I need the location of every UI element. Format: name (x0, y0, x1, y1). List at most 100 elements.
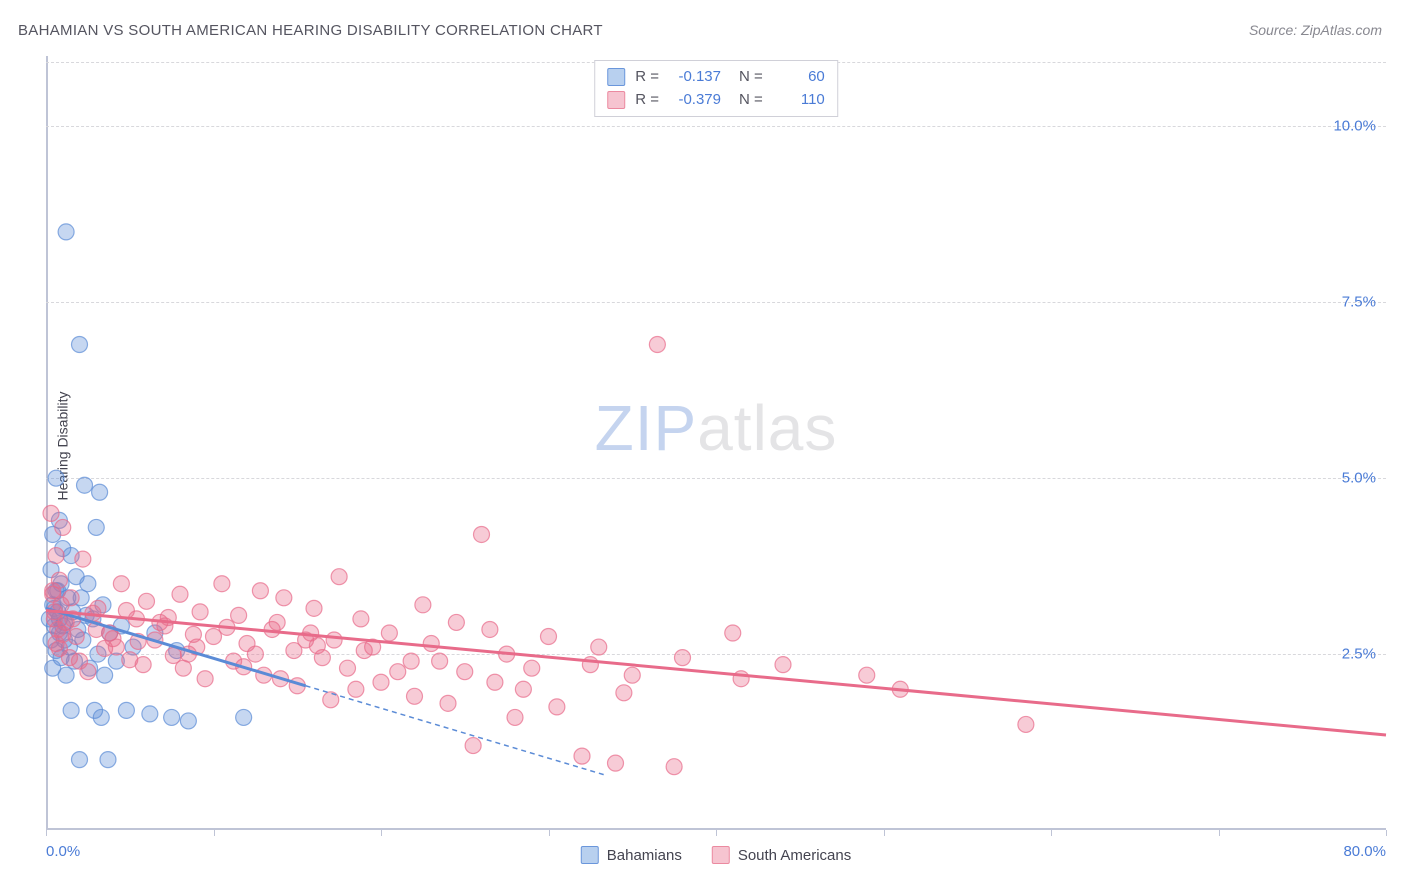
legend-r-label: R = (635, 66, 659, 89)
scatter-point (58, 667, 74, 683)
scatter-point (616, 685, 632, 701)
x-tick (214, 830, 215, 836)
legend-label-1: South Americans (738, 847, 851, 864)
legend-swatch-0 (607, 68, 625, 86)
scatter-point (624, 667, 640, 683)
scatter-point (457, 664, 473, 680)
scatter-point (72, 336, 88, 352)
scatter-point (524, 660, 540, 676)
scatter-point (591, 639, 607, 655)
scatter-point (97, 667, 113, 683)
legend-series: Bahamians South Americans (581, 846, 851, 864)
legend-n-label: N = (739, 66, 763, 89)
scatter-point (507, 709, 523, 725)
scatter-point (63, 702, 79, 718)
scatter-point (197, 671, 213, 687)
scatter-point (180, 713, 196, 729)
x-tick (1386, 830, 1387, 836)
scatter-point (340, 660, 356, 676)
scatter-point (51, 640, 67, 656)
scatter-point (440, 695, 456, 711)
legend-r-label: R = (635, 89, 659, 112)
scatter-point (482, 621, 498, 637)
scatter-point (231, 607, 247, 623)
scatter-point (55, 519, 71, 535)
chart-title: BAHAMIAN VS SOUTH AMERICAN HEARING DISAB… (18, 22, 603, 39)
x-tick (46, 830, 47, 836)
scatter-point (192, 604, 208, 620)
legend-swatch-b1 (712, 846, 730, 864)
scatter-point (75, 551, 91, 567)
legend-r-value-0: -0.137 (667, 66, 721, 89)
legend-item-1: South Americans (712, 846, 851, 864)
scatter-point (373, 674, 389, 690)
scatter-point (97, 640, 113, 656)
scatter-point (122, 652, 138, 668)
scatter-point (1018, 716, 1034, 732)
x-tick-label: 0.0% (46, 843, 80, 860)
scatter-point (515, 681, 531, 697)
x-tick (884, 830, 885, 836)
x-tick (716, 830, 717, 836)
source-label: Source: ZipAtlas.com (1249, 22, 1382, 38)
scatter-point (118, 702, 134, 718)
scatter-point (390, 664, 406, 680)
legend-stats-row-0: R = -0.137 N = 60 (607, 66, 825, 89)
scatter-point (666, 759, 682, 775)
scatter-point (92, 484, 108, 500)
scatter-point (48, 470, 64, 486)
scatter-point (381, 625, 397, 641)
scatter-point (139, 593, 155, 609)
scatter-point (164, 709, 180, 725)
x-tick (1219, 830, 1220, 836)
scatter-svg (46, 56, 1386, 830)
scatter-point (487, 674, 503, 690)
scatter-point (72, 752, 88, 768)
scatter-point (415, 597, 431, 613)
scatter-point (214, 576, 230, 592)
legend-swatch-1 (607, 91, 625, 109)
scatter-point (348, 681, 364, 697)
legend-label-0: Bahamians (607, 847, 682, 864)
scatter-point (331, 569, 347, 585)
scatter-point (403, 653, 419, 669)
x-tick (549, 830, 550, 836)
scatter-point (142, 706, 158, 722)
scatter-point (725, 625, 741, 641)
scatter-point (113, 576, 129, 592)
legend-n-value-1: 110 (771, 89, 825, 112)
scatter-point (465, 738, 481, 754)
scatter-point (88, 519, 104, 535)
plot-area: 2.5%5.0%7.5%10.0% 0.0%80.0% ZIPatlas R =… (46, 56, 1386, 830)
scatter-point (247, 646, 263, 662)
scatter-point (269, 614, 285, 630)
scatter-point (100, 752, 116, 768)
scatter-point (356, 643, 372, 659)
scatter-point (306, 600, 322, 616)
scatter-point (72, 653, 88, 669)
scatter-point (77, 477, 93, 493)
scatter-point (675, 650, 691, 666)
scatter-point (252, 583, 268, 599)
scatter-point (574, 748, 590, 764)
scatter-point (185, 626, 201, 642)
scatter-point (55, 626, 71, 642)
scatter-point (775, 657, 791, 673)
scatter-point (859, 667, 875, 683)
chart-container: BAHAMIAN VS SOUTH AMERICAN HEARING DISAB… (0, 0, 1406, 892)
x-tick (381, 830, 382, 836)
legend-n-label: N = (739, 89, 763, 112)
scatter-point (93, 709, 109, 725)
scatter-point (649, 336, 665, 352)
legend-swatch-b0 (581, 846, 599, 864)
scatter-point (353, 611, 369, 627)
scatter-point (172, 586, 188, 602)
legend-stats-row-1: R = -0.379 N = 110 (607, 89, 825, 112)
scatter-point (326, 632, 342, 648)
scatter-point (432, 653, 448, 669)
scatter-point (448, 614, 464, 630)
scatter-point (236, 709, 252, 725)
scatter-point (45, 586, 61, 602)
legend-n-value-0: 60 (771, 66, 825, 89)
legend-r-value-1: -0.379 (667, 89, 721, 112)
